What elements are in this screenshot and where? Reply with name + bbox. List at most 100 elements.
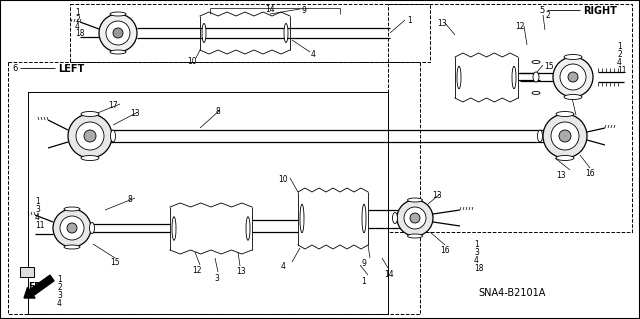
Ellipse shape (110, 12, 126, 16)
Text: RIGHT: RIGHT (583, 6, 617, 16)
Text: 1: 1 (407, 16, 412, 25)
Text: 13: 13 (556, 171, 566, 180)
Text: 4: 4 (617, 58, 622, 67)
Text: 1: 1 (57, 275, 61, 284)
Circle shape (53, 209, 91, 247)
Text: 1: 1 (617, 42, 621, 51)
Text: 13: 13 (130, 109, 140, 118)
Ellipse shape (408, 198, 422, 202)
Text: 1: 1 (361, 277, 365, 286)
Text: 2: 2 (75, 15, 80, 24)
Circle shape (410, 213, 420, 223)
Ellipse shape (111, 130, 115, 142)
Text: 14: 14 (265, 5, 275, 14)
Text: 11: 11 (617, 66, 627, 75)
Circle shape (113, 28, 123, 38)
Text: 15: 15 (110, 258, 120, 267)
Ellipse shape (202, 24, 206, 42)
Text: 4: 4 (281, 262, 286, 271)
Text: 10: 10 (278, 175, 287, 184)
Circle shape (559, 130, 571, 142)
Text: 15: 15 (544, 62, 554, 71)
Circle shape (543, 114, 587, 158)
Text: 8: 8 (128, 195, 132, 204)
Text: 16: 16 (585, 169, 595, 178)
Ellipse shape (64, 245, 80, 249)
Ellipse shape (457, 66, 461, 89)
Ellipse shape (556, 155, 574, 160)
Text: 4: 4 (474, 256, 479, 265)
Circle shape (397, 200, 433, 236)
Text: 2: 2 (546, 11, 551, 20)
Ellipse shape (538, 130, 543, 142)
Ellipse shape (284, 24, 288, 42)
Circle shape (560, 64, 586, 90)
Ellipse shape (556, 112, 574, 116)
Text: 3: 3 (214, 274, 219, 283)
Ellipse shape (532, 61, 540, 63)
Text: 1: 1 (35, 197, 40, 206)
Text: SNA4-B2101A: SNA4-B2101A (478, 288, 545, 298)
Text: 9: 9 (361, 259, 366, 268)
Text: 4: 4 (35, 213, 40, 222)
Text: 8: 8 (215, 107, 220, 116)
Ellipse shape (532, 92, 540, 94)
Ellipse shape (512, 66, 516, 89)
Text: 12: 12 (192, 266, 202, 275)
Text: 2: 2 (57, 283, 61, 292)
Text: 4: 4 (311, 50, 316, 59)
Text: 3: 3 (474, 248, 479, 257)
Text: 3: 3 (57, 291, 62, 300)
Text: 2: 2 (617, 50, 621, 59)
Text: 13: 13 (236, 267, 246, 276)
Text: 11: 11 (35, 221, 45, 230)
Text: 18: 18 (474, 264, 483, 273)
Text: 13: 13 (437, 19, 447, 28)
Ellipse shape (172, 217, 176, 240)
Ellipse shape (392, 212, 397, 224)
Text: 1: 1 (474, 240, 479, 249)
Text: 5: 5 (539, 6, 544, 15)
Text: 6: 6 (12, 64, 17, 73)
Text: 7: 7 (571, 116, 576, 125)
Text: 4: 4 (75, 22, 80, 31)
Ellipse shape (246, 217, 250, 240)
Circle shape (106, 21, 130, 45)
Text: FR.: FR. (28, 282, 45, 291)
Text: 13: 13 (432, 191, 442, 200)
Circle shape (76, 122, 104, 150)
Ellipse shape (564, 94, 582, 100)
Text: 9: 9 (302, 6, 307, 15)
Ellipse shape (81, 112, 99, 116)
Circle shape (553, 57, 593, 97)
Text: 3: 3 (35, 205, 40, 214)
Ellipse shape (81, 155, 99, 160)
Ellipse shape (110, 50, 126, 54)
Circle shape (99, 14, 137, 52)
Circle shape (568, 72, 578, 82)
Circle shape (404, 207, 426, 229)
Text: 14: 14 (384, 270, 394, 279)
Bar (20, 267, 34, 277)
Text: LEFT: LEFT (58, 64, 84, 74)
Circle shape (68, 114, 112, 158)
FancyArrow shape (24, 275, 54, 298)
Circle shape (84, 130, 96, 142)
Ellipse shape (362, 204, 366, 233)
Ellipse shape (564, 55, 582, 60)
Ellipse shape (64, 207, 80, 211)
Ellipse shape (533, 72, 539, 82)
Ellipse shape (90, 222, 95, 234)
Ellipse shape (300, 204, 304, 233)
Text: 10: 10 (187, 57, 196, 66)
Text: 18: 18 (75, 29, 84, 38)
Text: 12: 12 (515, 22, 525, 31)
Circle shape (551, 122, 579, 150)
Text: 16: 16 (440, 246, 450, 255)
Text: 1: 1 (75, 8, 80, 17)
Circle shape (67, 223, 77, 233)
Text: 17: 17 (108, 101, 118, 110)
Circle shape (60, 216, 84, 240)
Ellipse shape (408, 234, 422, 238)
Text: 4: 4 (57, 299, 62, 308)
